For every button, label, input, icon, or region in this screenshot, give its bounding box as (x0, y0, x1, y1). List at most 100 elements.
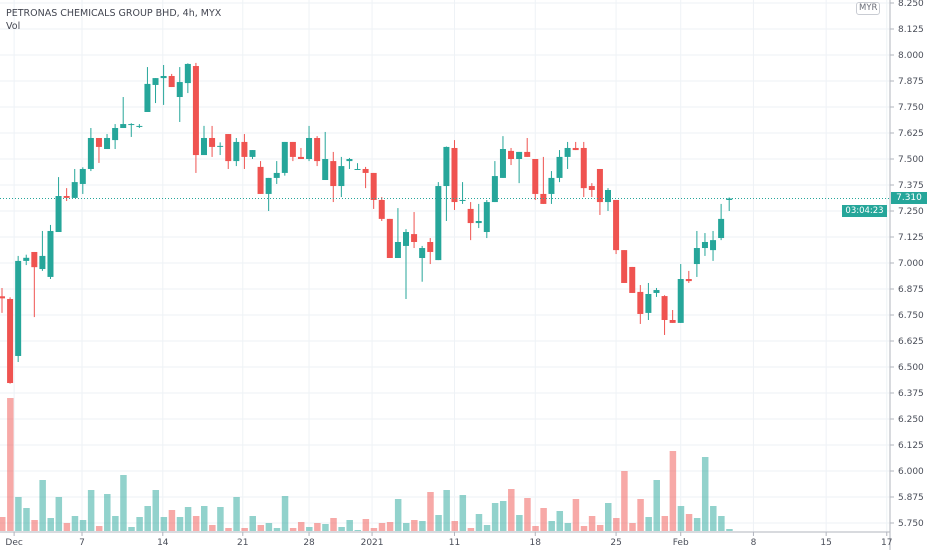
volume-bar (661, 516, 669, 531)
volume-bar (289, 528, 297, 531)
candle-body (314, 137, 321, 162)
price-tick-label: 8.125 (898, 25, 924, 35)
volume-bar (669, 451, 677, 531)
time-tick-label: 11 (449, 538, 460, 548)
time-tick-label: 8 (751, 538, 757, 548)
candle-body (685, 279, 692, 282)
candle-body (475, 220, 482, 224)
candle-body (394, 241, 401, 259)
volume-bar (613, 518, 620, 531)
volume-bar (346, 520, 353, 531)
price-tick-label: 6.625 (898, 337, 924, 347)
price-tick-label: 8.250 (898, 0, 924, 9)
volume-bar (467, 528, 475, 531)
currency-badge[interactable]: MYR (856, 2, 881, 15)
price-tick-label: 7.125 (898, 233, 924, 243)
volume-bar (427, 492, 434, 531)
volume-bar (588, 516, 596, 531)
volume-bar (322, 524, 329, 531)
candle-body (346, 159, 353, 162)
candle-body (572, 147, 579, 151)
volume-bar (459, 495, 467, 531)
candle-body (71, 182, 78, 198)
volume-bar (23, 508, 30, 531)
volume-bar (273, 528, 281, 531)
volume-bar (491, 503, 499, 531)
candle-body (0, 296, 5, 299)
price-tick-label: 6.250 (898, 415, 924, 425)
volume-bar (621, 471, 628, 531)
volume-label[interactable]: Vol (6, 21, 21, 32)
volume-bar (394, 499, 402, 531)
grid (0, 0, 890, 532)
price-tick-label: 6.750 (898, 311, 924, 321)
candle-body (483, 202, 490, 233)
candle-body (362, 168, 369, 173)
candle-body (104, 137, 111, 150)
volume-bar (370, 528, 378, 531)
candle-body (63, 196, 70, 198)
candle-body (403, 232, 409, 246)
volume-bar (451, 521, 458, 531)
candle-body (338, 166, 345, 187)
price-tick-label: 6.875 (898, 285, 924, 295)
volume-bar (136, 517, 143, 531)
volume-bar (192, 516, 200, 531)
volume-bar (176, 517, 184, 531)
candle-body (330, 161, 337, 187)
price-tick-label: 7.750 (898, 103, 924, 113)
volume-bar (685, 514, 693, 531)
volume-bar (233, 497, 240, 531)
price-tick-label: 6.375 (898, 389, 924, 399)
candle-body (516, 151, 523, 159)
candle-body (95, 137, 102, 147)
candle-body (225, 134, 232, 162)
volume-bar (596, 525, 604, 531)
volume-bar (443, 490, 450, 531)
time-axis: Dec 7 14 21 28 2021 11 18 25 Feb 8 15 17 (5, 532, 892, 548)
volume-bar (435, 515, 442, 531)
volume-bar (718, 516, 725, 531)
symbol-title[interactable]: PETRONAS CHEMICALS GROUP BHD, 4h, MYX (6, 8, 222, 19)
volume-bar (0, 517, 6, 531)
time-tick-label: 18 (530, 538, 542, 548)
time-tick-label: 21 (237, 538, 248, 548)
volume-bar (87, 490, 95, 531)
candle-body (451, 147, 458, 203)
volume-bar (265, 523, 273, 531)
candle-body (23, 257, 30, 261)
candle-body (120, 124, 127, 129)
volume-bars (0, 398, 733, 531)
candle-body (281, 141, 288, 173)
volume-bar (39, 480, 46, 531)
volume-bar (605, 503, 612, 531)
candle-body (661, 296, 668, 320)
candle-body (322, 159, 329, 181)
candle-body (378, 199, 385, 219)
volume-bar (378, 523, 386, 531)
volume-bar (653, 480, 660, 531)
volume-bar (47, 518, 54, 531)
candle-body (467, 208, 474, 224)
candle-body (621, 250, 628, 283)
volume-bar (693, 518, 701, 531)
volume-bar (152, 490, 160, 531)
candle-body (435, 186, 442, 261)
volume-bar (31, 520, 38, 531)
candle-body (209, 137, 216, 147)
volume-bar (71, 516, 79, 531)
volume-bar (354, 530, 362, 531)
candle-body (257, 166, 264, 194)
last-price-label: 7.310 (891, 192, 927, 204)
volume-bar (104, 494, 111, 531)
candle-body (564, 147, 571, 157)
volume-bar (112, 516, 119, 531)
time-tick-label: 14 (157, 538, 169, 548)
volume-bar (257, 525, 265, 531)
candle-body (726, 198, 733, 200)
price-tick-label: 8.000 (898, 51, 924, 61)
candles (0, 62, 733, 384)
candle-body (588, 186, 595, 190)
volume-bar (7, 398, 14, 531)
